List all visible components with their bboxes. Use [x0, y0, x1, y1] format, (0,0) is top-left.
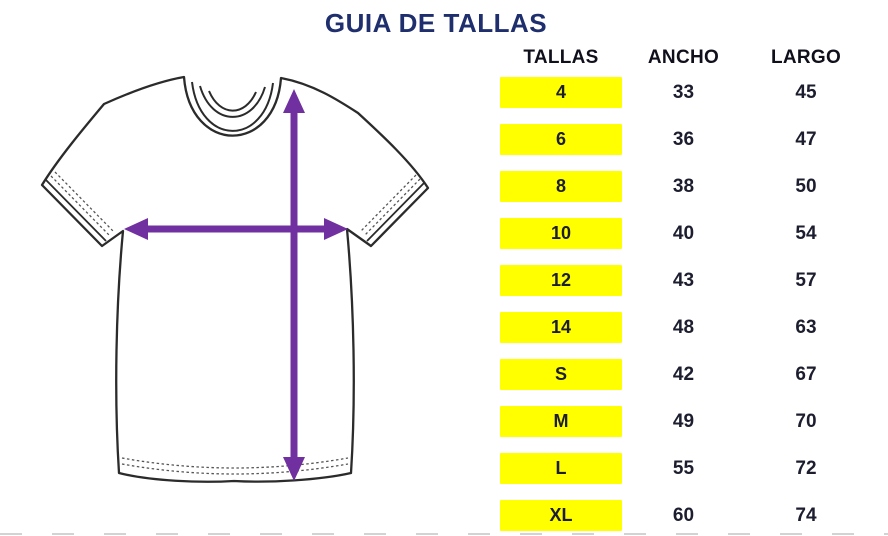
- table-row: 14 48 63: [500, 312, 867, 343]
- size-cell: 12: [500, 265, 622, 296]
- table-row: S 42 67: [500, 359, 867, 390]
- column-header-ancho: ANCHO: [647, 47, 720, 68]
- size-cell: L: [500, 453, 622, 484]
- size-cell: 4: [500, 77, 622, 108]
- ancho-value: 48: [672, 317, 695, 338]
- largo-value: 63: [795, 317, 817, 338]
- column-header-tallas: TALLAS: [523, 47, 599, 68]
- size-table-header: TALLAS ANCHO LARGO: [500, 46, 867, 70]
- size-table: TALLAS ANCHO LARGO 4 33 45 6 36 47 8 38 …: [500, 46, 867, 536]
- size-cell: 14: [500, 312, 622, 343]
- largo-value: 57: [795, 270, 817, 291]
- ancho-value: 42: [672, 364, 695, 385]
- size-table-body: 4 33 45 6 36 47 8 38 50 10 40 54 12 43 5…: [500, 77, 867, 531]
- cuff-bands: [45, 179, 425, 242]
- size-cell: 6: [500, 124, 622, 155]
- table-row: L 55 72: [500, 453, 867, 484]
- tshirt-collar: [191, 81, 274, 132]
- right-cuff-stitching: [359, 174, 421, 237]
- largo-value: 70: [795, 411, 817, 432]
- size-cell: XL: [500, 500, 622, 531]
- table-row: 8 38 50: [500, 171, 867, 202]
- table-row: 6 36 47: [500, 124, 867, 155]
- largo-value: 54: [795, 223, 817, 244]
- ancho-value: 40: [672, 223, 695, 244]
- cropped-bottom-dashed-line: [0, 533, 888, 535]
- largo-value: 47: [795, 129, 817, 150]
- size-cell: M: [500, 406, 622, 437]
- largo-value: 67: [795, 364, 817, 385]
- table-row: 4 33 45: [500, 77, 867, 108]
- tshirt-outline: [40, 75, 430, 483]
- table-row: 12 43 57: [500, 265, 867, 296]
- ancho-value: 38: [672, 176, 695, 197]
- ancho-value: 36: [672, 129, 695, 150]
- left-cuff-stitching: [50, 171, 115, 237]
- largo-value: 72: [795, 458, 817, 479]
- largo-value: 50: [795, 176, 817, 197]
- tshirt-diagram: [40, 75, 430, 483]
- cropped-top-text: GUIA DE TALLAS: [317, 0, 557, 6]
- largo-value: 45: [795, 82, 817, 103]
- largo-value: 74: [795, 505, 817, 526]
- ancho-value: 33: [672, 82, 695, 103]
- table-row: M 49 70: [500, 406, 867, 437]
- ancho-value: 49: [672, 411, 695, 432]
- size-cell: 10: [500, 218, 622, 249]
- length-arrow-icon: [283, 89, 305, 481]
- ancho-value: 60: [672, 505, 695, 526]
- size-cell: 8: [500, 171, 622, 202]
- table-row: XL 60 74: [500, 500, 867, 531]
- table-row: 10 40 54: [500, 218, 867, 249]
- width-arrow-icon: [124, 218, 348, 240]
- ancho-value: 55: [672, 458, 695, 479]
- size-cell: S: [500, 359, 622, 390]
- page-title: GUIA DE TALLAS: [324, 8, 548, 38]
- cropped-top-text-label: GUIA DE TALLAS: [317, 0, 557, 5]
- column-header-largo: LARGO: [770, 47, 842, 68]
- ancho-value: 43: [672, 270, 695, 291]
